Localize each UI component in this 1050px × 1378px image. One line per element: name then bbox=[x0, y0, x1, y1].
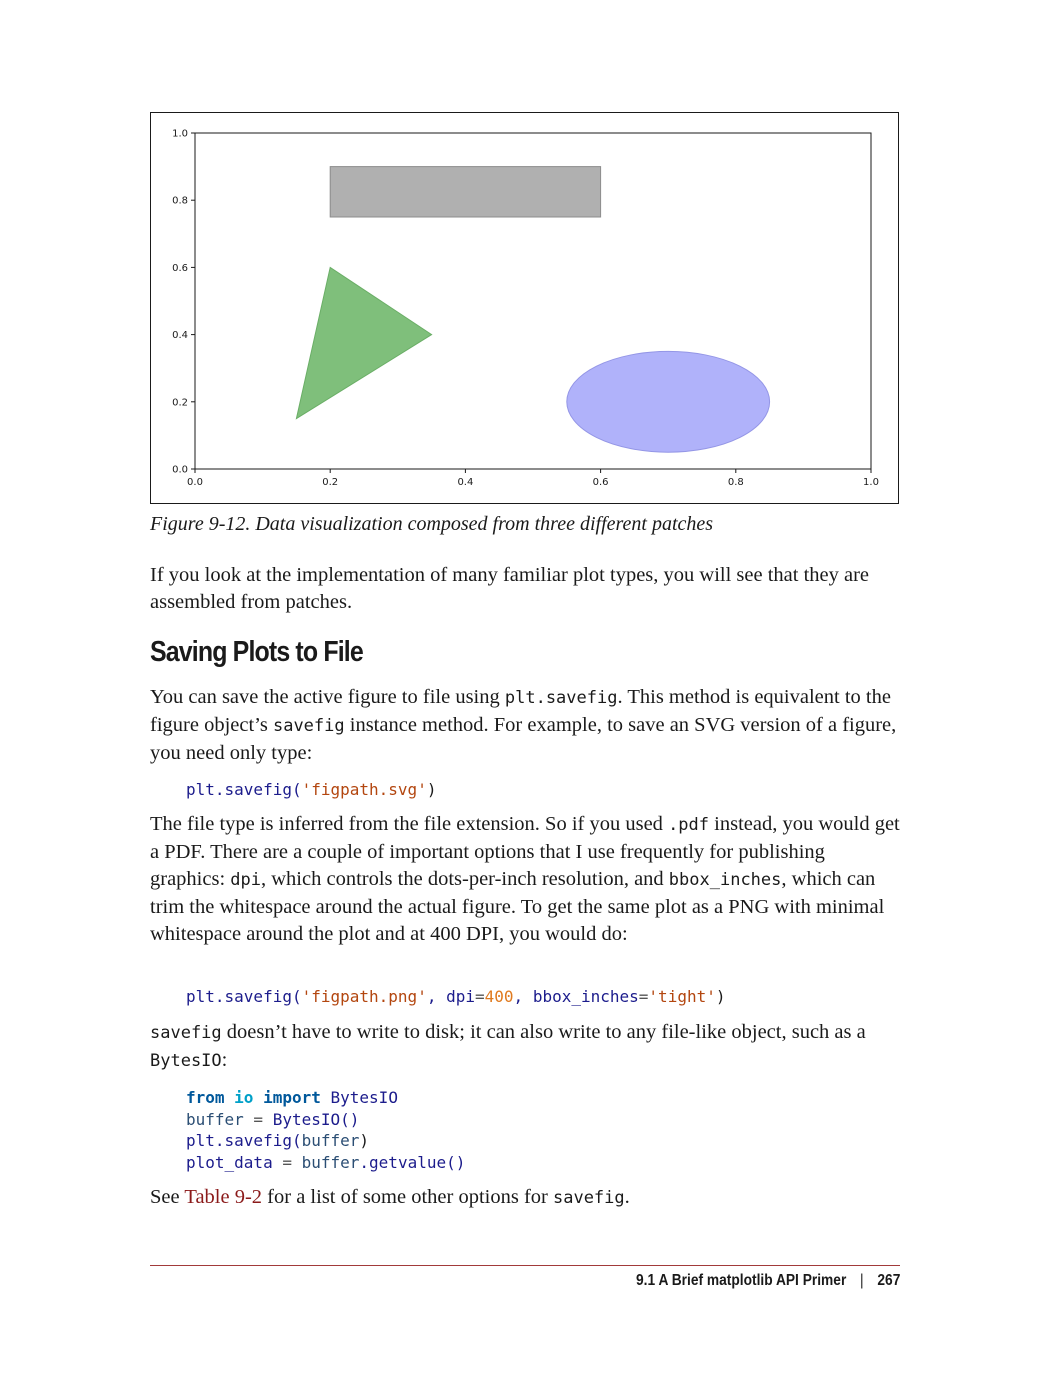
code-token: BytesIO() bbox=[272, 1109, 360, 1129]
text: : bbox=[221, 1049, 228, 1071]
code-token: plot_data bbox=[186, 1152, 273, 1172]
code-block-bytesio: from io import BytesIO buffer = BytesIO(… bbox=[186, 1087, 465, 1173]
page-footer: 9.1 A Brief matplotlib API Primer | 267 bbox=[636, 1272, 900, 1290]
footer-rule bbox=[150, 1265, 900, 1266]
code-token: buffer bbox=[301, 1131, 360, 1150]
inline-code: plt.savefig bbox=[504, 688, 618, 708]
paragraph-options: The file type is inferred from the file … bbox=[150, 811, 900, 948]
paragraph-see-table: See Table 9-2 for a list of some other o… bbox=[150, 1184, 900, 1212]
code-token: ) bbox=[715, 987, 726, 1006]
code-token: BytesIO bbox=[330, 1088, 398, 1107]
code-token: .getvalue() bbox=[359, 1152, 466, 1172]
page-number: 267 bbox=[877, 1272, 900, 1289]
x-tick-label: 0.4 bbox=[457, 477, 473, 488]
code-token: , bbox_inches bbox=[513, 987, 639, 1006]
code-module: io bbox=[234, 1088, 254, 1107]
section-heading: Saving Plots to File bbox=[150, 636, 364, 668]
text: The file type is inferred from the file … bbox=[150, 813, 669, 835]
text: instance method. For example, to save an… bbox=[150, 714, 897, 764]
code-token: plt.savefig( bbox=[186, 780, 302, 799]
paragraph-bytesio: savefig doesn’t have to write to disk; i… bbox=[150, 1019, 900, 1075]
x-tick-label: 0.8 bbox=[728, 477, 744, 488]
text: , which can trim the whitespace around t… bbox=[150, 868, 885, 945]
code-operator: = bbox=[272, 1152, 302, 1172]
paragraph-savefig: You can save the active figure to file u… bbox=[150, 684, 900, 767]
y-tick-label: 0.6 bbox=[172, 263, 188, 274]
x-tick-label: 0.2 bbox=[322, 477, 338, 488]
text: for a list of some other options for bbox=[262, 1186, 553, 1208]
inline-code: savefig bbox=[552, 1188, 625, 1208]
paragraph-intro: If you look at the implementation of man… bbox=[150, 564, 870, 613]
footer-section-title: 9.1 A Brief matplotlib API Primer bbox=[635, 1272, 846, 1289]
table-link[interactable]: Table 9-2 bbox=[184, 1186, 263, 1208]
y-tick-label: 0.2 bbox=[172, 397, 188, 408]
y-tick-label: 0.8 bbox=[172, 196, 188, 207]
inline-code: savefig bbox=[150, 1023, 222, 1043]
figure-caption: Figure 9-12. Data visualization composed… bbox=[150, 513, 714, 535]
code-token: buffer bbox=[301, 1152, 360, 1172]
text: . bbox=[624, 1186, 630, 1208]
patches-chart: 0.0 0.2 0.4 0.6 0.8 1.0 0.0 0.2 0.4 0.6 0.8 1.0 bbox=[172, 129, 879, 489]
circle-patch bbox=[566, 350, 771, 453]
inline-code: bbox_inches bbox=[668, 870, 782, 890]
code-block-png: plt.savefig('figpath.png', dpi=400, bbox… bbox=[186, 986, 726, 1008]
text: You can save the active figure to file u… bbox=[150, 686, 505, 708]
code-keyword: import bbox=[263, 1088, 321, 1107]
code-token: , dpi bbox=[426, 987, 475, 1006]
inline-code: dpi bbox=[230, 870, 261, 890]
text: doesn’t have to write to disk; it can al… bbox=[221, 1021, 866, 1043]
x-tick-label: 0.0 bbox=[187, 477, 203, 488]
text: , which controls the dots-per-inch resol… bbox=[261, 868, 669, 890]
rectangle-patch bbox=[329, 166, 602, 218]
code-token: buffer bbox=[186, 1109, 244, 1129]
code-token: plt.savefig( bbox=[186, 987, 302, 1006]
text: See bbox=[150, 1186, 185, 1208]
x-tick-label: 1.0 bbox=[863, 477, 879, 488]
x-tick-label: 0.6 bbox=[593, 477, 609, 488]
y-tick-label: 1.0 bbox=[172, 129, 188, 140]
figure-frame: 0.0 0.2 0.4 0.6 0.8 1.0 0.0 0.2 0.4 0.6 0.8 1.0 bbox=[150, 112, 899, 504]
inline-code: savefig bbox=[272, 716, 345, 736]
triangle-patch bbox=[295, 266, 433, 420]
code-token: plt.savefig( bbox=[186, 1131, 302, 1150]
y-tick-label: 0.0 bbox=[172, 465, 188, 476]
code-string: 'figpath.svg' bbox=[301, 780, 427, 799]
text: instead, you would get a PDF. There are … bbox=[150, 813, 900, 890]
code-token: ) bbox=[359, 1131, 370, 1150]
code-operator: = bbox=[243, 1109, 273, 1129]
code-token: ) bbox=[426, 780, 437, 799]
footer-separator: | bbox=[859, 1272, 864, 1289]
inline-code: .pdf bbox=[668, 815, 710, 835]
text: . This method is equivalent to the figur… bbox=[150, 686, 891, 736]
code-block-svg: plt.savefig('figpath.svg') bbox=[186, 779, 436, 801]
code-string: 'tight' bbox=[648, 987, 716, 1006]
axes-frame bbox=[194, 132, 872, 470]
code-string: 'figpath.png' bbox=[301, 987, 427, 1006]
code-operator: = bbox=[638, 987, 649, 1006]
inline-code: BytesIO bbox=[150, 1051, 222, 1071]
code-operator: = bbox=[475, 987, 485, 1006]
code-keyword: from bbox=[186, 1088, 225, 1107]
code-number: 400 bbox=[484, 987, 514, 1006]
y-tick-label: 0.4 bbox=[172, 330, 188, 341]
